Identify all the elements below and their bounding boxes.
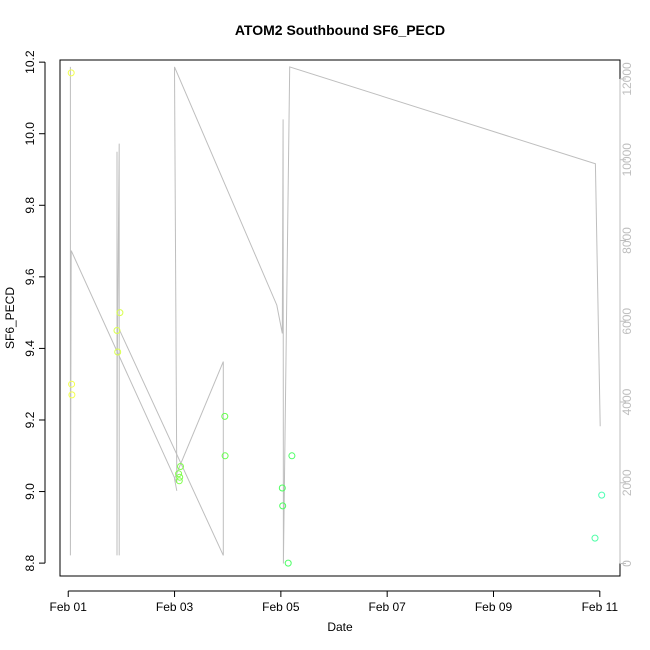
y-axis: 8.8 9.0 9.2 9.4 9.6 9.8 10.0 10.2 [23, 50, 46, 571]
x-tick-label: Feb 03 [156, 600, 194, 614]
x-axis: Feb 01 Feb 03 Feb 05 Feb 07 Feb 09 Feb 11 [50, 590, 619, 614]
data-point-1 [68, 380, 76, 388]
y-tick-label: 9.4 [23, 340, 37, 357]
data-point-4 [114, 348, 122, 356]
x-tick-label: Feb 09 [475, 600, 513, 614]
data-point-16 [591, 534, 599, 542]
data-point-13 [279, 502, 287, 510]
data-point-5 [116, 309, 124, 317]
y2-tick-label: 8000 [620, 227, 634, 254]
data-point-8 [176, 473, 184, 481]
data-point-15 [288, 452, 296, 460]
y2-tick-label: 0 [620, 560, 634, 567]
y-tick-label: 8.8 [23, 554, 37, 571]
y-tick-label: 10.2 [23, 50, 37, 74]
data-point-2 [68, 391, 76, 399]
data-point-7 [175, 477, 183, 485]
series-line-1 [69, 66, 601, 564]
y-tick-label: 9.2 [23, 411, 37, 428]
y-tick-label: 10.0 [23, 122, 37, 146]
secondary-series-lines [69, 66, 601, 564]
y-tick-label: 9.0 [23, 483, 37, 500]
y-axis-label: SF6_PECD [3, 287, 17, 349]
x-axis-label: Date [327, 620, 353, 634]
data-points [67, 69, 606, 567]
data-point-9 [177, 463, 184, 470]
plot-frame [59, 59, 621, 577]
x-tick-label: Feb 11 [582, 600, 619, 614]
y2-tick-label: 10000 [620, 143, 634, 177]
y-tick-label: 9.6 [23, 268, 37, 285]
y2-axis: 0 2000 4000 6000 8000 10000 12000 [619, 62, 634, 567]
y2-tick-label: 12000 [620, 62, 634, 96]
y2-tick-label: 2000 [620, 469, 634, 496]
chart-title: ATOM2 Southbound SF6_PECD [235, 22, 445, 38]
x-tick-label: Feb 05 [262, 600, 300, 614]
data-point-11 [221, 452, 229, 460]
y2-tick-label: 4000 [620, 388, 634, 415]
data-point-12 [278, 484, 286, 492]
data-point-0 [67, 69, 75, 77]
series-line-2 [116, 143, 120, 556]
y2-tick-label: 6000 [620, 308, 634, 335]
data-point-14 [284, 559, 292, 567]
x-tick-label: Feb 07 [368, 600, 406, 614]
series-line-3 [118, 329, 224, 556]
y-tick-label: 9.8 [23, 197, 37, 214]
data-point-17 [598, 491, 606, 499]
data-point-3 [113, 327, 121, 334]
data-point-10 [221, 412, 229, 420]
data-point-6 [175, 470, 183, 478]
x-tick-label: Feb 01 [50, 600, 88, 614]
